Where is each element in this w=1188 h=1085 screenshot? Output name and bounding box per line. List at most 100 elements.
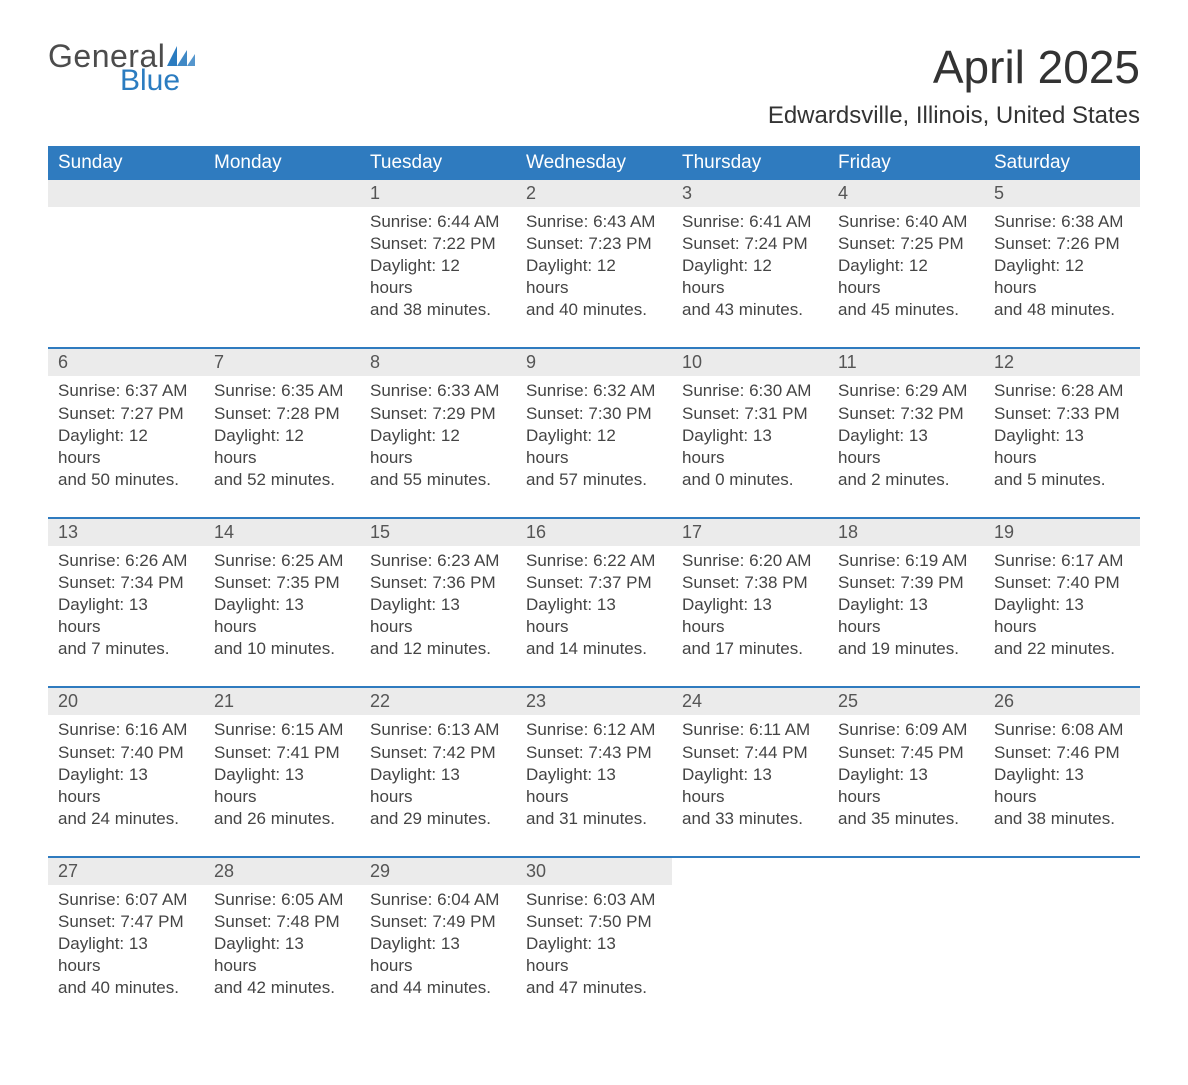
sunrise-line: Sunrise: 6:35 AM	[214, 380, 350, 402]
cell-content: Sunrise: 6:04 AMSunset: 7:49 PMDaylight:…	[360, 885, 516, 999]
sunset-line: Sunset: 7:26 PM	[994, 233, 1130, 255]
daylight-line-2: and 19 minutes.	[838, 638, 974, 660]
daylight-line-2: and 45 minutes.	[838, 299, 974, 321]
cell-content: Sunrise: 6:08 AMSunset: 7:46 PMDaylight:…	[984, 715, 1140, 829]
daylight-line-2: and 38 minutes.	[370, 299, 506, 321]
sunset-line: Sunset: 7:22 PM	[370, 233, 506, 255]
sunset-line: Sunset: 7:50 PM	[526, 911, 662, 933]
weekday-header: Sunday	[48, 146, 204, 180]
daylight-line-1: Daylight: 12 hours	[994, 255, 1130, 299]
date-number: 26	[984, 688, 1140, 715]
date-number: 30	[516, 858, 672, 885]
date-number: 16	[516, 519, 672, 546]
sunset-line: Sunset: 7:42 PM	[370, 742, 506, 764]
daylight-line-2: and 26 minutes.	[214, 808, 350, 830]
calendar-week-row: 27Sunrise: 6:07 AMSunset: 7:47 PMDayligh…	[48, 857, 1140, 1025]
calendar-cell: 16Sunrise: 6:22 AMSunset: 7:37 PMDayligh…	[516, 518, 672, 687]
daylight-line-2: and 17 minutes.	[682, 638, 818, 660]
daylight-line-1: Daylight: 12 hours	[526, 255, 662, 299]
cell-content: Sunrise: 6:13 AMSunset: 7:42 PMDaylight:…	[360, 715, 516, 829]
calendar-cell	[48, 180, 204, 348]
cell-content: Sunrise: 6:44 AMSunset: 7:22 PMDaylight:…	[360, 207, 516, 321]
sunset-line: Sunset: 7:38 PM	[682, 572, 818, 594]
date-number: 2	[516, 180, 672, 207]
cell-content: Sunrise: 6:29 AMSunset: 7:32 PMDaylight:…	[828, 376, 984, 490]
date-number: 1	[360, 180, 516, 207]
daylight-line-2: and 35 minutes.	[838, 808, 974, 830]
sunrise-line: Sunrise: 6:29 AM	[838, 380, 974, 402]
cell-content: Sunrise: 6:16 AMSunset: 7:40 PMDaylight:…	[48, 715, 204, 829]
daylight-line-1: Daylight: 13 hours	[58, 933, 194, 977]
cell-content: Sunrise: 6:37 AMSunset: 7:27 PMDaylight:…	[48, 376, 204, 490]
calendar-cell: 4Sunrise: 6:40 AMSunset: 7:25 PMDaylight…	[828, 180, 984, 348]
sunset-line: Sunset: 7:40 PM	[994, 572, 1130, 594]
calendar-cell: 26Sunrise: 6:08 AMSunset: 7:46 PMDayligh…	[984, 687, 1140, 856]
daylight-line-2: and 40 minutes.	[526, 299, 662, 321]
calendar-cell: 9Sunrise: 6:32 AMSunset: 7:30 PMDaylight…	[516, 348, 672, 517]
sunrise-line: Sunrise: 6:26 AM	[58, 550, 194, 572]
sunset-line: Sunset: 7:30 PM	[526, 403, 662, 425]
daylight-line-1: Daylight: 13 hours	[994, 594, 1130, 638]
sunrise-line: Sunrise: 6:04 AM	[370, 889, 506, 911]
sunset-line: Sunset: 7:23 PM	[526, 233, 662, 255]
date-number: 6	[48, 349, 204, 376]
calendar-cell: 23Sunrise: 6:12 AMSunset: 7:43 PMDayligh…	[516, 687, 672, 856]
daylight-line-2: and 44 minutes.	[370, 977, 506, 999]
sunrise-line: Sunrise: 6:30 AM	[682, 380, 818, 402]
flag-icon	[167, 46, 195, 66]
sunset-line: Sunset: 7:28 PM	[214, 403, 350, 425]
daylight-line-1: Daylight: 12 hours	[370, 255, 506, 299]
daylight-line-1: Daylight: 13 hours	[214, 764, 350, 808]
daylight-line-2: and 47 minutes.	[526, 977, 662, 999]
daylight-line-1: Daylight: 13 hours	[682, 425, 818, 469]
calendar-table: SundayMondayTuesdayWednesdayThursdayFrid…	[48, 146, 1140, 1025]
calendar-cell: 10Sunrise: 6:30 AMSunset: 7:31 PMDayligh…	[672, 348, 828, 517]
date-number: 3	[672, 180, 828, 207]
sunrise-line: Sunrise: 6:13 AM	[370, 719, 506, 741]
daylight-line-1: Daylight: 12 hours	[682, 255, 818, 299]
calendar-cell: 20Sunrise: 6:16 AMSunset: 7:40 PMDayligh…	[48, 687, 204, 856]
daylight-line-2: and 57 minutes.	[526, 469, 662, 491]
date-number: 7	[204, 349, 360, 376]
sunset-line: Sunset: 7:46 PM	[994, 742, 1130, 764]
weekday-header: Friday	[828, 146, 984, 180]
cell-content: Sunrise: 6:40 AMSunset: 7:25 PMDaylight:…	[828, 207, 984, 321]
sunrise-line: Sunrise: 6:38 AM	[994, 211, 1130, 233]
date-number: 17	[672, 519, 828, 546]
calendar-week-row: 13Sunrise: 6:26 AMSunset: 7:34 PMDayligh…	[48, 518, 1140, 687]
date-number: 13	[48, 519, 204, 546]
daylight-line-1: Daylight: 13 hours	[214, 933, 350, 977]
daylight-line-2: and 2 minutes.	[838, 469, 974, 491]
sunset-line: Sunset: 7:27 PM	[58, 403, 194, 425]
date-number: 11	[828, 349, 984, 376]
sunrise-line: Sunrise: 6:19 AM	[838, 550, 974, 572]
daylight-line-2: and 42 minutes.	[214, 977, 350, 999]
cell-content: Sunrise: 6:17 AMSunset: 7:40 PMDaylight:…	[984, 546, 1140, 660]
calendar-cell: 14Sunrise: 6:25 AMSunset: 7:35 PMDayligh…	[204, 518, 360, 687]
date-number: 9	[516, 349, 672, 376]
sunset-line: Sunset: 7:36 PM	[370, 572, 506, 594]
sunrise-line: Sunrise: 6:20 AM	[682, 550, 818, 572]
calendar-cell: 28Sunrise: 6:05 AMSunset: 7:48 PMDayligh…	[204, 857, 360, 1025]
cell-content: Sunrise: 6:09 AMSunset: 7:45 PMDaylight:…	[828, 715, 984, 829]
sunrise-line: Sunrise: 6:41 AM	[682, 211, 818, 233]
date-number: 25	[828, 688, 984, 715]
cell-content: Sunrise: 6:12 AMSunset: 7:43 PMDaylight:…	[516, 715, 672, 829]
cell-content: Sunrise: 6:38 AMSunset: 7:26 PMDaylight:…	[984, 207, 1140, 321]
daylight-line-2: and 31 minutes.	[526, 808, 662, 830]
daylight-line-2: and 48 minutes.	[994, 299, 1130, 321]
cell-content: Sunrise: 6:25 AMSunset: 7:35 PMDaylight:…	[204, 546, 360, 660]
daylight-line-2: and 38 minutes.	[994, 808, 1130, 830]
daylight-line-1: Daylight: 13 hours	[370, 594, 506, 638]
calendar-cell: 8Sunrise: 6:33 AMSunset: 7:29 PMDaylight…	[360, 348, 516, 517]
daylight-line-1: Daylight: 13 hours	[838, 594, 974, 638]
sunrise-line: Sunrise: 6:03 AM	[526, 889, 662, 911]
sunset-line: Sunset: 7:37 PM	[526, 572, 662, 594]
daylight-line-1: Daylight: 13 hours	[526, 933, 662, 977]
calendar-cell: 11Sunrise: 6:29 AMSunset: 7:32 PMDayligh…	[828, 348, 984, 517]
sunrise-line: Sunrise: 6:22 AM	[526, 550, 662, 572]
date-number: 8	[360, 349, 516, 376]
cell-content: Sunrise: 6:32 AMSunset: 7:30 PMDaylight:…	[516, 376, 672, 490]
daylight-line-2: and 50 minutes.	[58, 469, 194, 491]
page-root: General Blue April 2025 Edwardsville, Il…	[0, 0, 1188, 1085]
